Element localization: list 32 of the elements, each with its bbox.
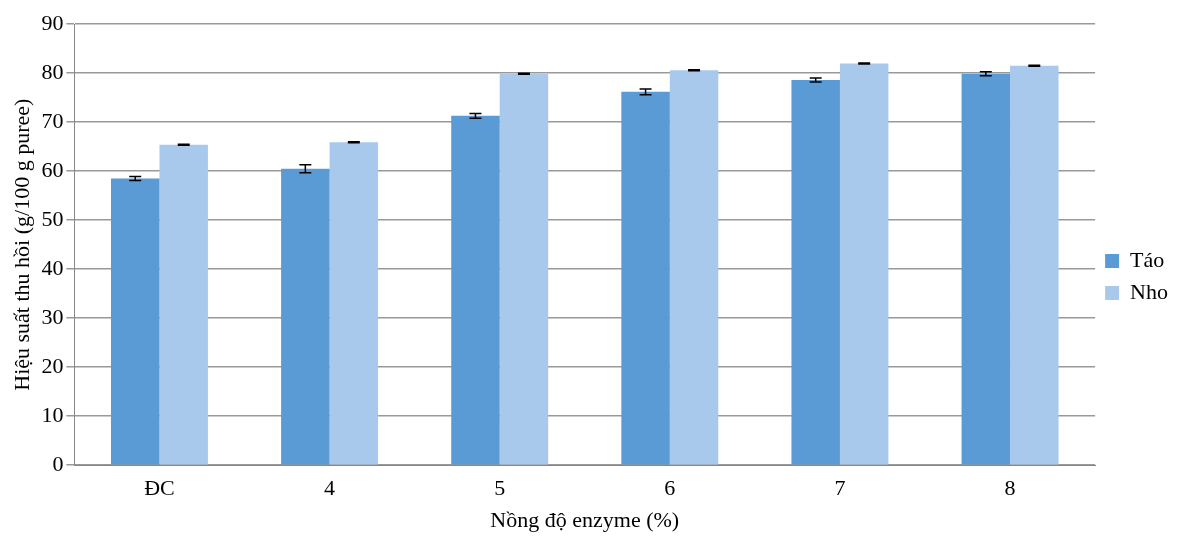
bar [159, 144, 208, 465]
y-tick-label: 60 [41, 156, 64, 182]
y-axis-title: Hiệu suất thu hồi (g/100 g puree) [8, 98, 34, 391]
bar [839, 63, 889, 465]
y-tick-label: 20 [41, 352, 64, 378]
bar [110, 178, 160, 465]
legend-label: Nho [1130, 278, 1168, 304]
y-tick-label: 30 [41, 303, 64, 329]
bar [791, 80, 840, 465]
y-tick-label: 50 [41, 205, 64, 231]
bar [451, 115, 500, 465]
x-axis-title: Nồng độ enzyme (%) [490, 506, 680, 532]
x-tick-label: 7 [834, 475, 846, 501]
y-tick-label: 90 [41, 9, 64, 35]
bar [281, 168, 330, 465]
legend-label: Táo [1130, 246, 1165, 272]
bar [1010, 65, 1059, 465]
x-tick-label: 4 [324, 475, 336, 501]
bar [329, 142, 379, 465]
bar [621, 91, 670, 465]
x-tick-label: 8 [1004, 475, 1016, 501]
y-tick-label: 0 [52, 450, 64, 476]
x-tick-label: ĐC [144, 475, 175, 501]
bar [499, 73, 549, 465]
y-tick-label: 10 [41, 401, 64, 427]
bar [669, 70, 719, 465]
y-tick-label: 80 [41, 58, 64, 84]
y-tick-label: 40 [41, 254, 64, 280]
bar [961, 73, 1011, 465]
x-tick-label: 6 [664, 475, 676, 501]
y-tick-label: 70 [41, 107, 64, 133]
x-tick-label: 5 [494, 475, 506, 501]
